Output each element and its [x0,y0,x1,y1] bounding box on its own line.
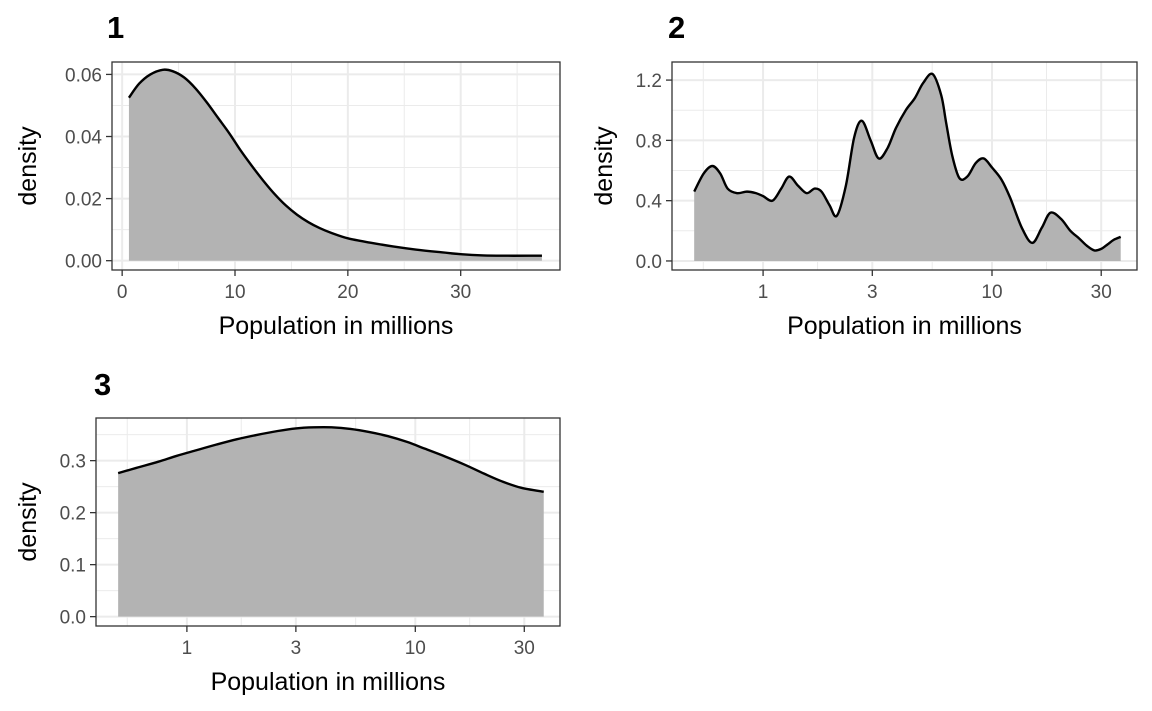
x-axis-title: Population in millions [211,668,446,696]
density-area [128,69,542,261]
y-axis-title: density [14,482,42,562]
y-tick-label: 0.8 [636,131,662,152]
y-tick-label: 0.2 [60,504,86,525]
x-axis-title: Population in millions [787,312,1022,340]
panel-2: 1 3 10 30 0.0 0.4 0.8 1.2 Population in millions… [590,10,1138,340]
x-axis-title: Population in millions [219,312,454,340]
x-tick-label: 3 [867,282,878,303]
y-tick-label: 1.2 [636,71,662,92]
y-tick-label: 0.00 [65,252,102,273]
density-area [118,427,544,617]
y-tick-label: 0.02 [65,190,102,211]
x-tick-label: 10 [224,282,245,303]
panel-border [95,417,561,627]
y-axis-title: density [590,126,618,206]
density-line [127,68,542,257]
y-tick-label: 0.0 [636,252,662,273]
panel-1: 0 10 20 30 0.00 0.02 0.04 0.06 Population in mil… [14,10,561,340]
y-tick-label: 0.04 [65,128,102,149]
y-axis-title: density [14,126,42,206]
x-tick-label: 3 [291,638,302,659]
x-tick-label: 10 [405,638,426,659]
density-area [694,73,1121,261]
panel-3: 1 3 10 30 0.0 0.1 0.2 0.3 Population in millions… [14,367,561,696]
x-tick-label: 20 [337,282,358,303]
panel-title: 1 [107,10,124,45]
y-tick-label: 0.4 [636,192,663,213]
y-tick-label: 0.06 [65,65,102,86]
panel-title: 3 [94,367,111,402]
density-line [117,425,544,494]
panel-title: 2 [668,10,685,45]
y-tick-label: 0.3 [60,452,86,473]
density-line [693,72,1122,252]
x-tick-label: 30 [514,638,535,659]
x-tick-label: 0 [117,282,128,303]
y-tick-label: 0.1 [60,556,86,577]
panel-border [111,61,561,271]
x-tick-label: 30 [450,282,471,303]
x-tick-label: 1 [182,638,193,659]
panel-border [671,61,1138,271]
x-tick-label: 30 [1091,282,1112,303]
x-tick-label: 10 [981,282,1002,303]
x-tick-label: 1 [758,282,769,303]
y-tick-label: 0.0 [60,608,86,629]
